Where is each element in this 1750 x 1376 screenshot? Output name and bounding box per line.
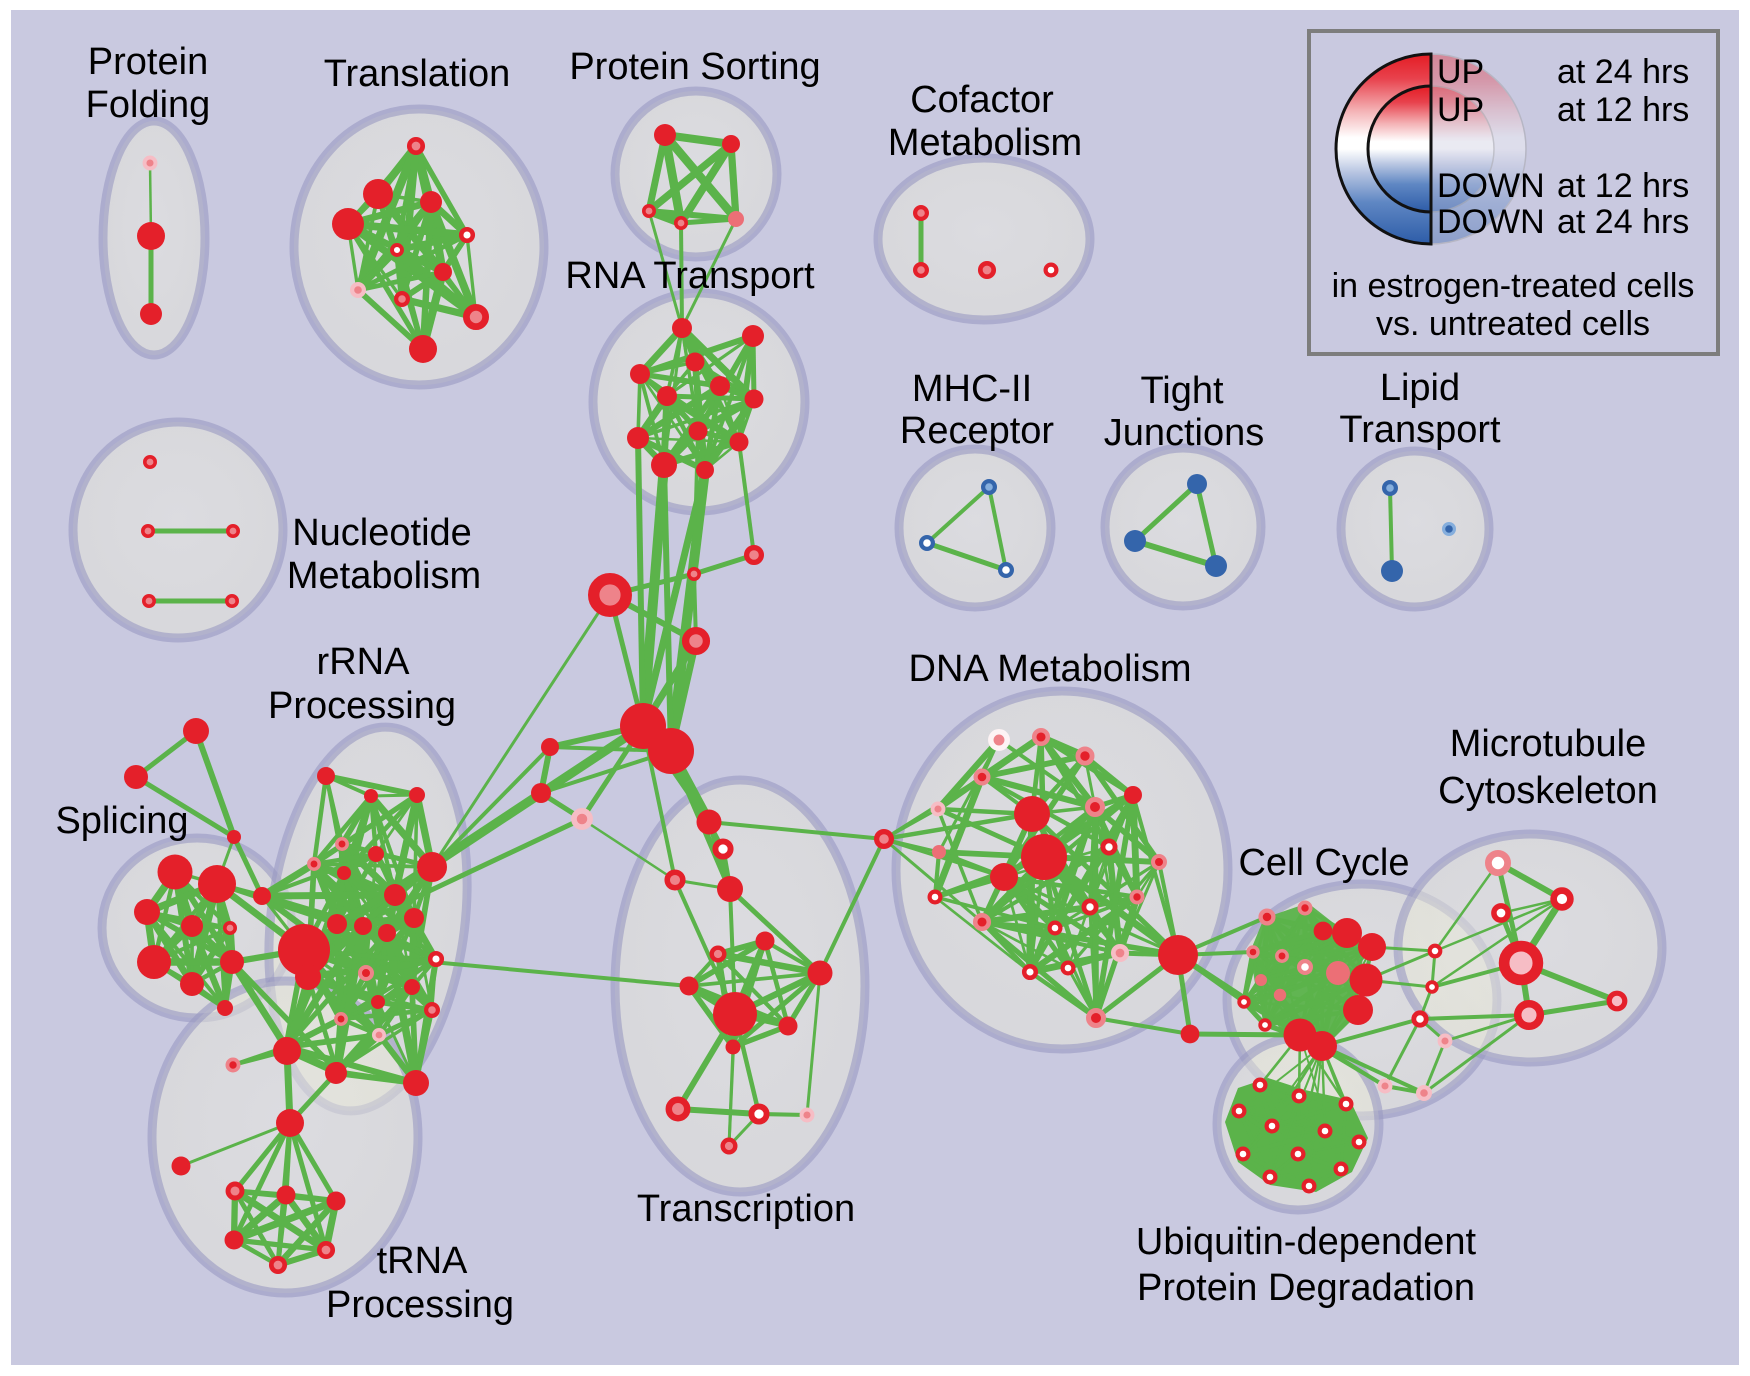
svg-text:at 24 hrs: at 24 hrs [1557, 53, 1689, 91]
svg-text:Cytoskeleton: Cytoskeleton [1438, 770, 1658, 812]
svg-text:Splicing: Splicing [55, 800, 188, 842]
svg-text:Translation: Translation [324, 53, 511, 95]
svg-text:Tight: Tight [1140, 370, 1224, 412]
svg-text:Cell Cycle: Cell Cycle [1238, 842, 1409, 884]
svg-text:Transport: Transport [1339, 409, 1501, 451]
svg-text:Cofactor: Cofactor [910, 79, 1054, 121]
svg-text:in estrogen-treated cells: in estrogen-treated cells [1332, 267, 1695, 305]
svg-text:Metabolism: Metabolism [888, 122, 1082, 164]
svg-text:Protein Degradation: Protein Degradation [1137, 1267, 1475, 1309]
svg-text:Processing: Processing [326, 1284, 514, 1326]
svg-text:at 12 hrs: at 12 hrs [1557, 167, 1689, 205]
svg-text:at 24 hrs: at 24 hrs [1557, 203, 1689, 241]
svg-text:Protein Sorting: Protein Sorting [569, 46, 820, 88]
svg-text:Processing: Processing [268, 685, 456, 727]
svg-text:rRNA: rRNA [317, 641, 411, 683]
svg-text:tRNA: tRNA [377, 1240, 468, 1282]
svg-text:Lipid: Lipid [1380, 367, 1460, 409]
svg-text:Microtubule: Microtubule [1450, 723, 1646, 765]
svg-text:Metabolism: Metabolism [287, 555, 481, 597]
svg-text:Ubiquitin-dependent: Ubiquitin-dependent [1136, 1221, 1477, 1263]
svg-text:Protein: Protein [88, 41, 208, 83]
svg-text:DNA Metabolism: DNA Metabolism [909, 648, 1192, 690]
svg-text:at 12 hrs: at 12 hrs [1557, 91, 1689, 129]
svg-text:DOWN: DOWN [1437, 203, 1545, 241]
svg-text:Receptor: Receptor [900, 410, 1055, 452]
svg-text:Nucleotide: Nucleotide [292, 512, 472, 554]
svg-text:Transcription: Transcription [637, 1188, 855, 1230]
svg-text:UP: UP [1437, 53, 1484, 91]
svg-text:UP: UP [1437, 91, 1484, 129]
svg-text:RNA Transport: RNA Transport [565, 255, 815, 297]
svg-text:Junctions: Junctions [1104, 412, 1265, 454]
svg-text:Folding: Folding [86, 84, 211, 126]
svg-text:MHC-II: MHC-II [912, 368, 1032, 410]
svg-text:DOWN: DOWN [1437, 167, 1545, 205]
svg-text:vs. untreated cells: vs. untreated cells [1376, 305, 1650, 343]
